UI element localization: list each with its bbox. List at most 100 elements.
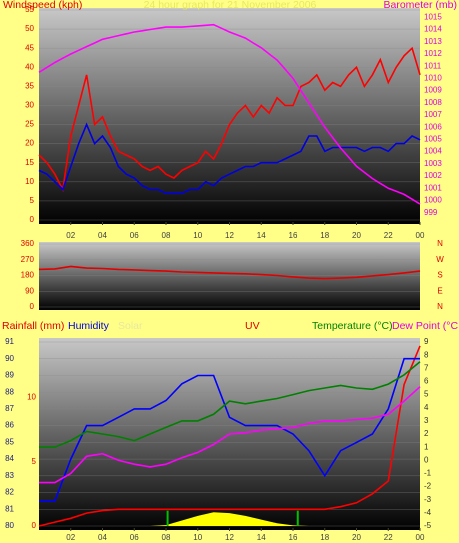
y2ticks-label: -1	[424, 469, 432, 478]
series-line	[38, 46, 421, 193]
yticks-label: 50	[25, 24, 34, 33]
series-line	[39, 386, 421, 484]
x-tick-label: 22	[384, 231, 393, 240]
x-tick-label: 12	[225, 231, 234, 240]
y2ticks-label: 4	[424, 403, 429, 412]
wind-panel	[39, 8, 420, 224]
yticks-label: 35	[25, 81, 34, 90]
y-axis-title: Windspeed (kph)	[3, 0, 82, 11]
y2ticks-label: 1009	[424, 86, 442, 95]
series-line	[38, 265, 421, 280]
yticks-label: 0	[30, 215, 35, 224]
yticks-label: 5	[30, 196, 35, 205]
yticks-label: 91	[5, 337, 14, 346]
yticks-label: 360	[21, 239, 35, 248]
yticks-label: 82	[5, 488, 14, 497]
compass-label: W	[436, 255, 444, 264]
yticks-label: 89	[5, 371, 14, 380]
y2ticks-label: -3	[424, 495, 432, 504]
yticks-label: 80	[5, 521, 14, 530]
x-tick-label: 14	[257, 231, 266, 240]
yticks-label: 87	[5, 404, 14, 413]
y2ticks-label: 1002	[424, 171, 442, 180]
y2ticks-label: -5	[424, 521, 432, 530]
yticks-label: 45	[25, 43, 34, 52]
yticks-label: 0	[30, 302, 35, 311]
chart-title: 24 hour graph for 21 November 2006	[144, 0, 317, 11]
yticks-label: 20	[25, 139, 34, 148]
y2ticks-label: 1014	[424, 25, 442, 34]
series-line	[38, 23, 421, 205]
yticks-label: 55	[25, 5, 34, 14]
compass-label: S	[437, 271, 442, 280]
yticks-label: 15	[25, 158, 34, 167]
y2ticks-label: 1013	[424, 37, 442, 46]
y2ticks-label: 1015	[424, 12, 442, 21]
y3ticks-label: 10	[27, 392, 36, 401]
x-tick-label: 06	[130, 231, 139, 240]
y2ticks-label: -2	[424, 482, 432, 491]
series-line	[39, 357, 420, 502]
x-tick-label: 06	[130, 533, 139, 542]
y2ticks-label: 6	[424, 377, 429, 386]
yticks-label: 30	[25, 101, 34, 110]
y2ticks-label: 3	[424, 416, 429, 425]
x-tick-label: 02	[66, 533, 75, 542]
y3ticks-label: 5	[32, 457, 37, 466]
y2-axis-title: Barometer (mb)	[383, 0, 457, 11]
y2ticks-label: 1004	[424, 147, 442, 156]
legend-solar: Solar	[118, 320, 143, 332]
compass-label: N	[437, 239, 443, 248]
y2ticks-label: -4	[424, 508, 432, 517]
y2ticks-label: 8	[424, 350, 429, 359]
x-tick-label: 12	[225, 533, 234, 542]
y2ticks-label: 1006	[424, 122, 442, 131]
solar-area	[39, 512, 420, 526]
series-line	[38, 345, 421, 527]
y2ticks-label: 5	[424, 390, 429, 399]
yticks-label: 270	[21, 255, 35, 264]
y2ticks-label: 1003	[424, 159, 442, 168]
y2ticks-label: 2	[424, 429, 429, 438]
compass-label: E	[437, 286, 442, 295]
x-tick-label: 16	[289, 533, 298, 542]
y2ticks-label: 1000	[424, 196, 442, 205]
legend-rain: Rainfall (mm)	[2, 320, 64, 332]
x-tick-label: 14	[257, 533, 266, 542]
yticks-label: 83	[5, 471, 14, 480]
y2ticks-label: 0	[424, 455, 429, 464]
y2ticks-label: 9	[424, 337, 429, 346]
y2ticks-label: 1007	[424, 110, 442, 119]
yticks-label: 84	[5, 454, 14, 463]
x-tick-label: 20	[352, 533, 361, 542]
legend-uv: UV	[245, 320, 260, 332]
x-tick-label: 10	[193, 533, 202, 542]
x-tick-label: 00	[416, 231, 425, 240]
x-tick-label: 08	[162, 231, 171, 240]
compass-label: N	[437, 302, 443, 311]
x-tick-label: 20	[352, 231, 361, 240]
y2ticks-label: 1011	[424, 61, 442, 70]
x-tick-label: 00	[416, 533, 425, 542]
y2ticks-label: 1	[424, 442, 429, 451]
x-tick-label: 18	[320, 231, 329, 240]
y2ticks-label: 7	[424, 363, 429, 372]
legend-temperature: Temperature (°C)	[312, 320, 393, 332]
y3ticks-label: 0	[32, 521, 37, 530]
y2ticks-label: 1001	[424, 183, 442, 192]
x-tick-label: 04	[98, 231, 107, 240]
yticks-label: 90	[5, 354, 14, 363]
x-tick-label: 04	[98, 533, 107, 542]
x-tick-label: 02	[66, 231, 75, 240]
yticks-label: 90	[25, 286, 34, 295]
yticks-label: 10	[25, 177, 34, 186]
y2ticks-label: 1012	[424, 49, 442, 58]
x-tick-label: 18	[320, 533, 329, 542]
y2ticks-label: 1005	[424, 135, 442, 144]
series-line	[38, 122, 421, 195]
yticks-label: 85	[5, 437, 14, 446]
x-tick-label: 08	[162, 533, 171, 542]
x-tick-label: 22	[384, 533, 393, 542]
yticks-label: 86	[5, 421, 14, 430]
